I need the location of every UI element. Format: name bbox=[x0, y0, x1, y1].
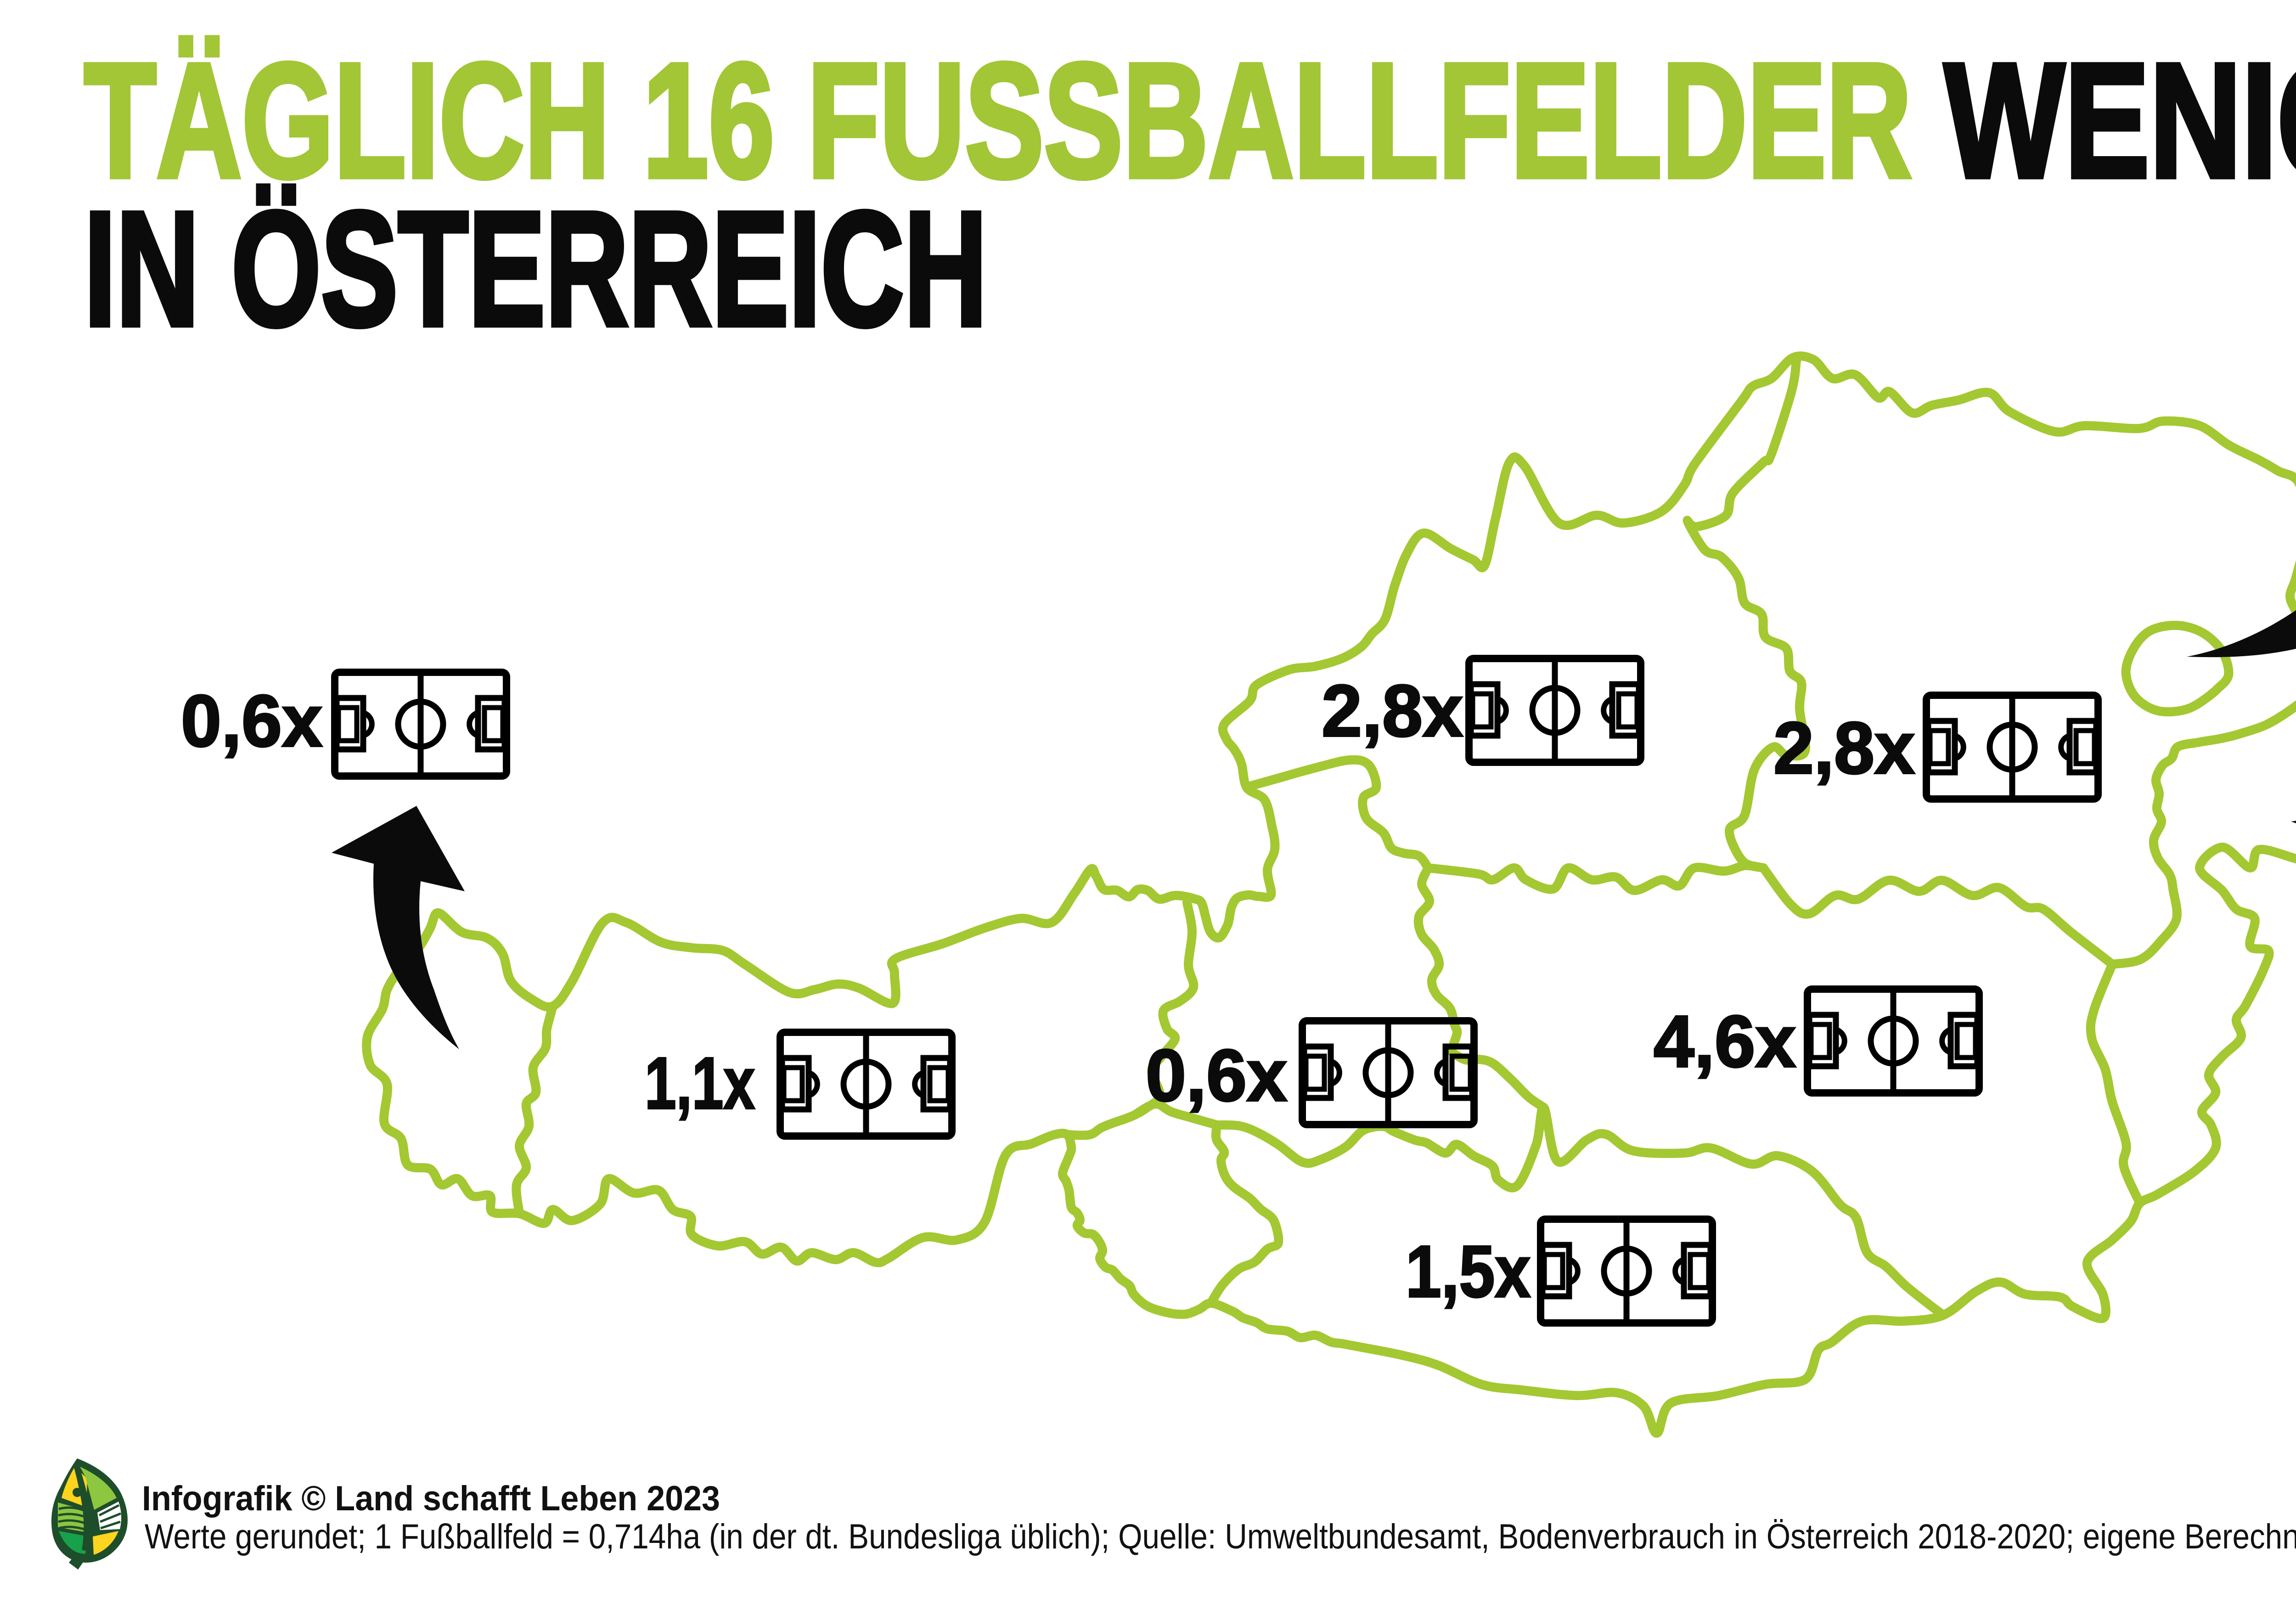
svg-text:Infografik © Land schafft Lebe: Infografik © Land schafft Leben 2023 bbox=[142, 1479, 720, 1518]
svg-text:1,1x: 1,1x bbox=[645, 1042, 755, 1124]
svg-text:0,6x: 0,6x bbox=[181, 680, 322, 762]
svg-text:TÄGLICH 16 FUSSBALLFELDER: TÄGLICH 16 FUSSBALLFELDER bbox=[84, 30, 1912, 212]
svg-text:Werte gerundet; 1 Fußballfeld: Werte gerundet; 1 Fußballfeld = 0,714ha … bbox=[145, 1517, 2296, 1556]
svg-text:WENIGER: WENIGER bbox=[1944, 30, 2296, 212]
svg-text:4,6x: 4,6x bbox=[1654, 1000, 1796, 1082]
svg-text:1,5x: 1,5x bbox=[1406, 1230, 1531, 1312]
svg-text:0,6x: 0,6x bbox=[1146, 1034, 1287, 1116]
svg-text:2,8x: 2,8x bbox=[1773, 707, 1915, 789]
svg-text:2,8x: 2,8x bbox=[1322, 670, 1463, 752]
svg-text:IN ÖSTERREICH: IN ÖSTERREICH bbox=[84, 178, 987, 360]
